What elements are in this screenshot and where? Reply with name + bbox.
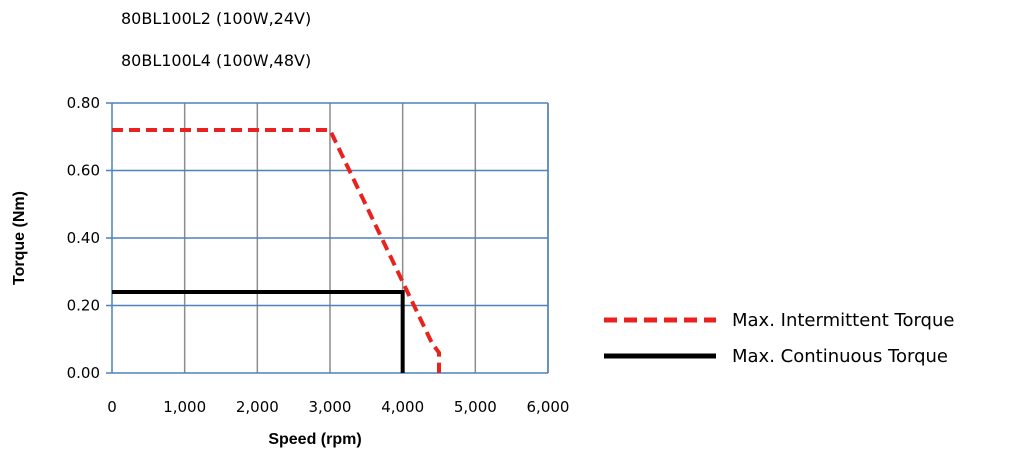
plot-series xyxy=(112,128,441,373)
x-tick-label: 5,000 xyxy=(454,398,497,416)
legend-label-continuous: Max. Continuous Torque xyxy=(732,346,948,367)
header-model-1: 80BL100L2 (100W,24V) xyxy=(121,9,311,28)
x-tick-label: 3,000 xyxy=(309,398,352,416)
y-tick-label: 0.60 xyxy=(67,162,100,180)
header-model-2: 80BL100L4 (100W,48V) xyxy=(121,51,311,70)
legend: Max. Intermittent Torque Max. Continuous… xyxy=(604,310,954,367)
x-tick-label: 4,000 xyxy=(381,398,424,416)
plot-grid xyxy=(106,102,549,374)
x-tick-label: 6,000 xyxy=(527,398,570,416)
x-tick-label: 2,000 xyxy=(236,398,279,416)
series-line-intermittent xyxy=(112,128,441,373)
y-tick-label: 0.40 xyxy=(67,229,100,247)
y-tick-label: 0.20 xyxy=(67,297,100,315)
x-tick-label: 0 xyxy=(107,398,117,416)
y-tick-label: 0.80 xyxy=(67,94,100,112)
legend-label-intermittent: Max. Intermittent Torque xyxy=(732,310,954,331)
y-tick-label: 0.00 xyxy=(67,364,100,382)
series-line-continuous xyxy=(112,290,405,373)
x-tick-label: 1,000 xyxy=(163,398,206,416)
y-axis-label: Torque (Nm) xyxy=(11,191,28,285)
axis-ticks: 0 1,000 2,000 3,000 4,000 5,000 6,000 0.00 0.20 0… xyxy=(67,94,570,416)
x-axis-label: Speed (rpm) xyxy=(268,431,361,448)
